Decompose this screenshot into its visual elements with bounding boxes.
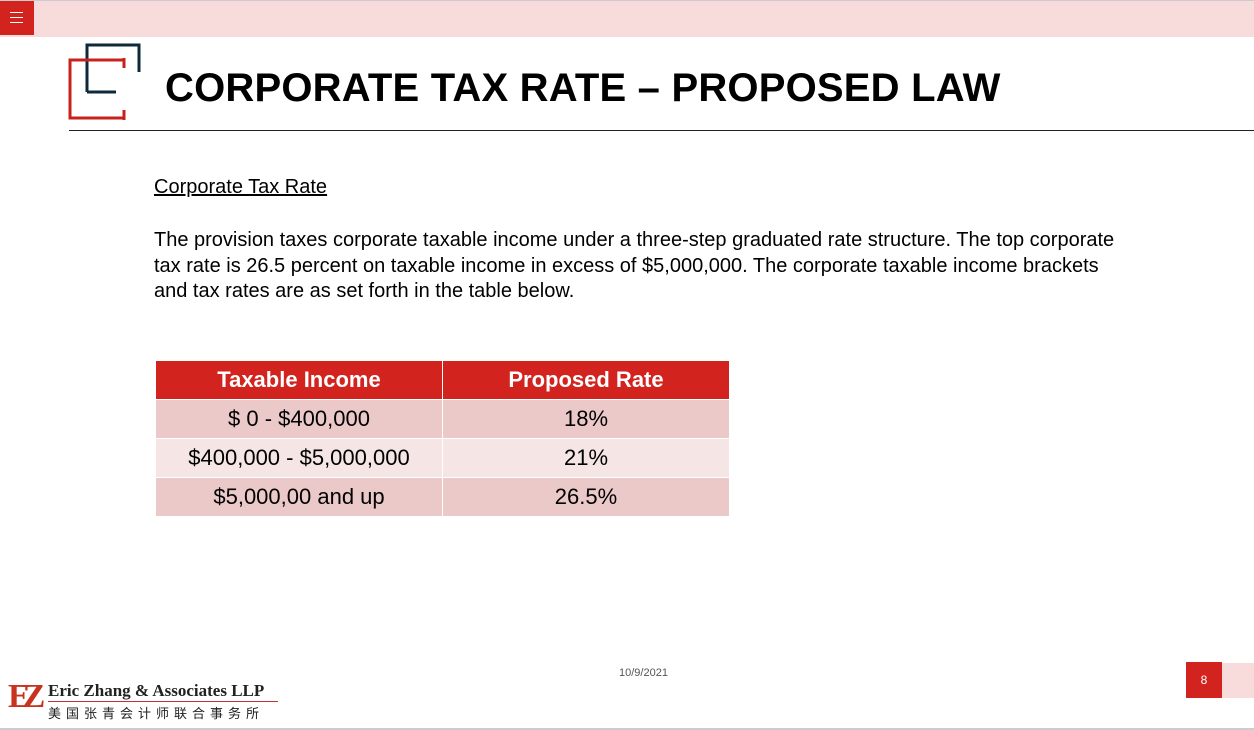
title-divider xyxy=(69,130,1254,131)
table-header-row: Taxable Income Proposed Rate xyxy=(155,360,730,400)
top-bar xyxy=(0,0,1254,37)
footer-date: 10/9/2021 xyxy=(619,667,668,679)
body-paragraph: The provision taxes corporate taxable in… xyxy=(154,229,1115,302)
table-row: $ 0 - $400,000 18% xyxy=(155,399,730,439)
table-cell: 26.5% xyxy=(442,477,730,517)
page-title: CORPORATE TAX RATE – PROPOSED LAW xyxy=(165,66,1001,110)
column-header: Taxable Income xyxy=(155,360,443,400)
table-cell: 21% xyxy=(442,438,730,478)
table-cell: $ 0 - $400,000 xyxy=(155,399,443,439)
table-cell: 18% xyxy=(442,399,730,439)
bottom-border xyxy=(0,728,1254,730)
company-name: Eric Zhang & Associates LLP xyxy=(48,681,265,700)
table-cell: $400,000 - $5,000,000 xyxy=(155,438,443,478)
section-subheading: Corporate Tax Rate xyxy=(154,176,328,198)
page-number: 8 xyxy=(1186,662,1222,698)
table-row: $400,000 - $5,000,000 21% xyxy=(155,438,730,478)
company-name-chinese: 美国张青会计师联合事务所 xyxy=(48,706,265,721)
column-header: Proposed Rate xyxy=(442,360,730,400)
table-cell: $5,000,00 and up xyxy=(155,477,443,517)
hamburger-icon xyxy=(10,12,23,13)
bracket-logo-icon xyxy=(68,43,141,120)
hamburger-icon-line xyxy=(10,17,23,18)
table-row: $5,000,00 and up 26.5% xyxy=(155,477,730,517)
logo-divider xyxy=(48,701,278,702)
hamburger-icon-line xyxy=(10,22,23,23)
tax-rate-table: Taxable Income Proposed Rate $ 0 - $400,… xyxy=(155,360,730,517)
menu-button[interactable] xyxy=(0,1,34,35)
page-number-accent xyxy=(1222,663,1254,698)
ez-logo-mark: EZ xyxy=(8,678,45,715)
